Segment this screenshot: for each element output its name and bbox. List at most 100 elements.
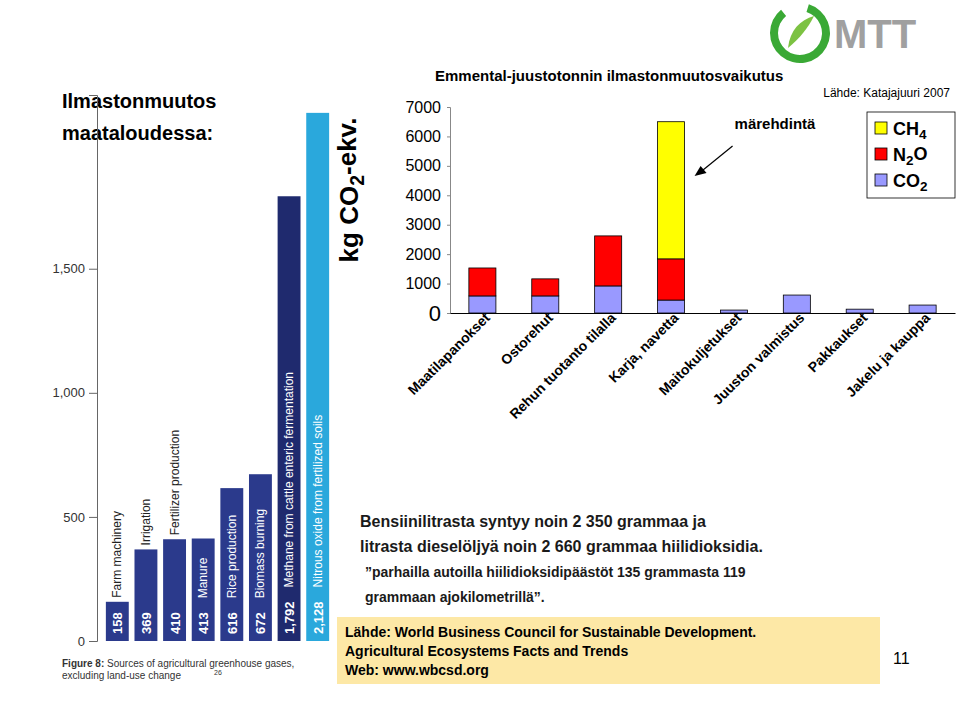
bars	[106, 113, 329, 641]
tick-mark	[447, 313, 450, 314]
bar-segment	[846, 309, 873, 310]
paragraph-line: ”parhailla autoilla hiilidioksidipäästöt…	[365, 564, 746, 580]
axis-line	[89, 96, 98, 642]
paragraph-line: grammaan ajokilometrillä”.	[365, 589, 545, 605]
bar-segment	[469, 267, 496, 268]
tick: 4000	[405, 187, 450, 204]
tick-label: 1,000	[52, 385, 85, 400]
tick-mark	[447, 284, 450, 285]
tick-label: 5000	[405, 157, 441, 174]
tick-mark	[89, 517, 97, 518]
bars	[469, 122, 936, 313]
tick-label: 500	[63, 510, 85, 525]
legend-label: CO2	[893, 171, 928, 194]
legend-swatch	[875, 122, 887, 134]
source-line: Agricultural Ecosystems Facts and Trends	[345, 643, 628, 659]
source-line: Web: www.wbcsd.org	[345, 662, 489, 678]
slide: MTTIlmastonmuutosmaataloudessa:05001,000…	[0, 0, 960, 705]
tick-mark	[89, 641, 97, 642]
tick: 1,500	[52, 261, 97, 276]
tick-mark	[447, 136, 450, 137]
chart-subtitle: Lähde: Katajajuuri 2007	[823, 86, 950, 100]
data-label: 413	[196, 612, 211, 634]
axis-title: kg CO2-ekv.	[332, 118, 368, 263]
data-label: 369	[139, 612, 154, 634]
bar-segment	[532, 278, 559, 279]
source-box	[337, 617, 880, 684]
tick: 3000	[405, 216, 450, 233]
tick-label: Juuston valmistus	[709, 309, 807, 407]
slide-heading: maataloudessa:	[62, 122, 213, 144]
bar-segment	[846, 309, 873, 313]
annotation: märehdintä	[735, 115, 817, 132]
tick: Ostorehut	[497, 309, 556, 368]
tick: 6000	[405, 128, 450, 145]
bar-segment	[720, 310, 747, 311]
source-line: Lähde: World Business Council for Sustai…	[345, 624, 756, 640]
legend-swatch	[875, 148, 887, 160]
data-label: 158	[110, 612, 125, 634]
tick-label: Pakkaukset	[805, 309, 871, 375]
tick: 0	[429, 301, 450, 326]
legend-label: N2O	[893, 144, 928, 168]
bar-segment	[909, 305, 936, 306]
tick: Juuston valmistus	[709, 309, 807, 407]
tick: Rehun tuotanto tilalla	[506, 309, 619, 422]
bar-segment	[658, 300, 685, 313]
logo-leaf	[788, 16, 814, 48]
data-label: 616	[225, 612, 240, 634]
chart-title: Emmental-juustotonnin ilmastonmuutosvaik…	[435, 67, 783, 84]
tick-label: Maatilapanokset	[405, 309, 494, 398]
tick-label: 6000	[405, 128, 441, 145]
tick: 1,000	[52, 385, 97, 400]
chart-title: Figure 8: Sources of agricultural greenh…	[62, 658, 294, 681]
category-label: Irrigation	[139, 499, 153, 546]
tick-label: 0	[78, 634, 85, 649]
bar-segment	[909, 305, 936, 313]
logo: MTT	[770, 4, 916, 63]
bar-segment	[846, 309, 873, 310]
category-label: Fertilizer production	[168, 430, 182, 535]
bar-segment	[909, 305, 936, 306]
bar-segment	[595, 236, 622, 286]
bar-segment	[783, 295, 810, 296]
bar	[192, 539, 215, 641]
tick-label: 1,500	[52, 261, 85, 276]
y-axis: 0 1000 2000 3000 4000 5000 6000 7000	[405, 99, 450, 326]
bar	[220, 488, 243, 641]
data-label: 2,128	[311, 601, 326, 634]
bar-segment	[595, 286, 622, 313]
legend-frame	[867, 112, 955, 198]
tick-label: Ostorehut	[497, 309, 556, 368]
category-label: Rice production	[225, 515, 239, 598]
bar-segment	[720, 310, 747, 313]
category-label: Nitrous oxide from fertilized soils	[311, 415, 325, 588]
legend-swatch	[875, 174, 887, 186]
tick-mark	[89, 393, 97, 394]
bar	[134, 549, 157, 641]
tick-label: 4000	[405, 187, 441, 204]
x-axis: MaatilapanoksetOstorehutRehun tuotanto t…	[405, 309, 956, 422]
tick: 7000	[405, 99, 450, 116]
bar	[278, 196, 301, 641]
bar	[106, 602, 129, 641]
data-label: 410	[168, 612, 183, 634]
tick-label: Rehun tuotanto tilalla	[506, 309, 619, 422]
tick-label: 2000	[405, 246, 441, 263]
data-label: 1,792	[282, 601, 297, 634]
tick-mark	[447, 107, 450, 108]
legend: CH4N2OCO2	[867, 112, 955, 198]
bar-segment	[720, 310, 747, 311]
paragraph-line: litrasta dieselöljyä noin 2 660 grammaa …	[360, 538, 763, 555]
y-axis: 0 500 1,000 1,500	[52, 96, 97, 649]
annotation-arrow	[701, 146, 733, 172]
bar-segment	[469, 268, 496, 296]
tick-label: 3000	[405, 216, 441, 233]
paragraph-line: Bensiinilitrasta syntyy noin 2 350 gramm…	[360, 513, 706, 530]
tick-mark	[447, 195, 450, 196]
bar-segment	[658, 259, 685, 300]
tick: 500	[63, 510, 97, 525]
tick-label: 1000	[405, 275, 441, 292]
tick-label: 0	[429, 301, 441, 326]
bar	[163, 539, 186, 641]
